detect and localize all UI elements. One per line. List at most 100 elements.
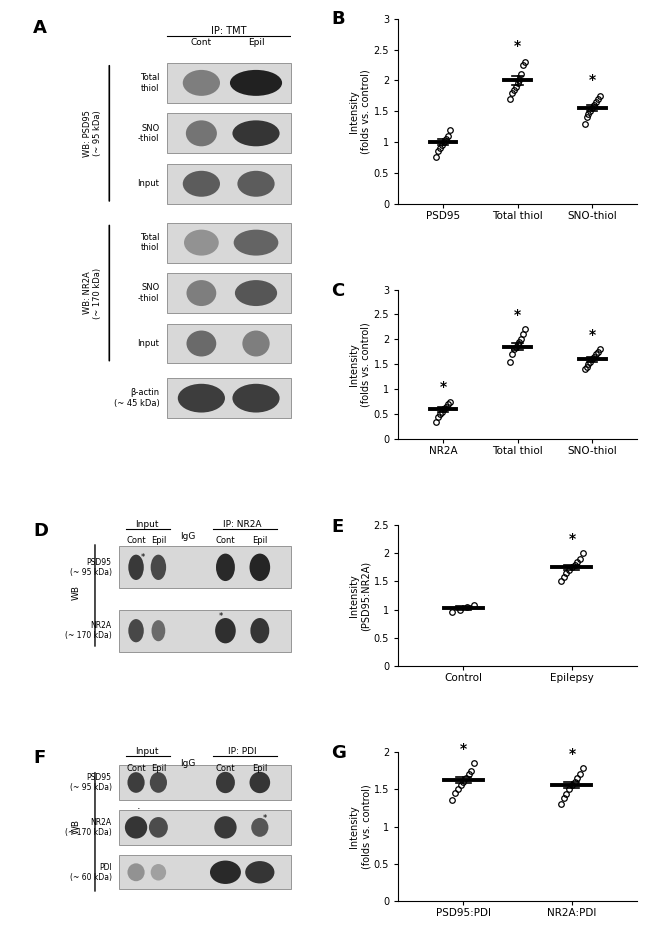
- Text: NR2A
(~ 170 kDa): NR2A (~ 170 kDa): [65, 818, 112, 837]
- Text: NR2A
(~ 170 kDa): NR2A (~ 170 kDa): [65, 621, 112, 640]
- Text: Input: Input: [135, 747, 159, 756]
- Text: E: E: [332, 518, 344, 536]
- Ellipse shape: [233, 120, 280, 146]
- Ellipse shape: [216, 772, 235, 793]
- Text: PSD95
(~ 95 kDa): PSD95 (~ 95 kDa): [70, 773, 112, 793]
- Text: *: *: [460, 742, 467, 756]
- Text: Epil: Epil: [252, 536, 268, 546]
- Ellipse shape: [151, 864, 166, 881]
- Text: *: *: [218, 611, 223, 621]
- Text: β-actin
(~ 45 kDa): β-actin (~ 45 kDa): [114, 389, 159, 408]
- Text: *: *: [514, 38, 521, 53]
- Text: Total
thiol: Total thiol: [140, 73, 159, 93]
- Text: Epil: Epil: [151, 536, 166, 546]
- Text: WB: PSD95
(~ 95 kDa): WB: PSD95 (~ 95 kDa): [83, 110, 102, 157]
- Bar: [119, 855, 291, 889]
- Y-axis label: Intensity
(folds vs. control): Intensity (folds vs. control): [349, 69, 371, 154]
- Bar: [166, 63, 291, 103]
- Y-axis label: Intensity
(folds vs. control): Intensity (folds vs. control): [350, 784, 371, 869]
- Ellipse shape: [245, 861, 274, 884]
- Ellipse shape: [186, 120, 217, 146]
- Ellipse shape: [242, 331, 270, 357]
- Text: .: .: [136, 801, 140, 811]
- Text: PSD95
(~ 95 kDa): PSD95 (~ 95 kDa): [70, 558, 112, 577]
- Text: *: *: [439, 380, 447, 394]
- Text: B: B: [332, 9, 345, 27]
- Text: G: G: [332, 745, 346, 762]
- Text: *: *: [263, 813, 266, 823]
- Text: IP: NR2A: IP: NR2A: [224, 520, 262, 530]
- Ellipse shape: [128, 555, 144, 580]
- Text: *: *: [141, 552, 146, 562]
- Text: IP: PDI: IP: PDI: [228, 747, 257, 756]
- Text: D: D: [33, 522, 48, 540]
- Y-axis label: Intensity
(folds vs. control): Intensity (folds vs. control): [349, 322, 371, 407]
- Text: Cont: Cont: [216, 763, 235, 773]
- Text: PDI
(~ 60 kDa): PDI (~ 60 kDa): [70, 863, 112, 882]
- Text: Cont: Cont: [126, 763, 146, 773]
- Text: IP: TMT: IP: TMT: [211, 25, 246, 36]
- Text: Cont: Cont: [216, 536, 235, 546]
- Ellipse shape: [250, 618, 269, 643]
- Ellipse shape: [151, 620, 165, 641]
- Bar: [166, 163, 291, 204]
- Ellipse shape: [214, 816, 237, 839]
- Text: SNO
-thiol: SNO -thiol: [138, 284, 159, 302]
- Ellipse shape: [127, 772, 145, 793]
- Bar: [119, 765, 291, 800]
- Text: *: *: [514, 308, 521, 322]
- Text: *: *: [568, 747, 575, 761]
- Text: WB: WB: [72, 819, 81, 834]
- Text: IgG: IgG: [180, 760, 195, 768]
- Ellipse shape: [150, 772, 167, 793]
- Text: *: *: [568, 532, 575, 546]
- Text: *: *: [589, 72, 596, 86]
- Text: IgG: IgG: [180, 532, 195, 541]
- Ellipse shape: [125, 816, 147, 839]
- Ellipse shape: [237, 171, 275, 197]
- Bar: [119, 546, 291, 589]
- Text: Input: Input: [138, 179, 159, 189]
- Bar: [166, 223, 291, 263]
- Ellipse shape: [149, 817, 168, 838]
- Bar: [119, 609, 291, 652]
- Ellipse shape: [250, 772, 270, 793]
- Text: Input: Input: [138, 339, 159, 348]
- Text: Epil: Epil: [248, 38, 265, 47]
- Ellipse shape: [250, 554, 270, 581]
- Ellipse shape: [184, 230, 219, 255]
- Ellipse shape: [233, 384, 280, 412]
- Ellipse shape: [151, 555, 166, 580]
- Y-axis label: Intensity
(PSD95:NR2A): Intensity (PSD95:NR2A): [349, 561, 371, 631]
- Bar: [166, 378, 291, 418]
- Text: C: C: [332, 282, 344, 300]
- Ellipse shape: [187, 331, 216, 357]
- Ellipse shape: [216, 554, 235, 581]
- Text: A: A: [33, 19, 47, 37]
- Text: *: *: [589, 328, 596, 342]
- Ellipse shape: [183, 69, 220, 96]
- Ellipse shape: [252, 818, 268, 837]
- Bar: [166, 273, 291, 313]
- Text: SNO
-thiol: SNO -thiol: [138, 124, 159, 143]
- Ellipse shape: [230, 69, 282, 96]
- Ellipse shape: [187, 280, 216, 306]
- Text: Cont: Cont: [191, 38, 212, 47]
- Text: Epil: Epil: [151, 763, 166, 773]
- Ellipse shape: [210, 860, 241, 884]
- Ellipse shape: [233, 230, 278, 255]
- Bar: [166, 324, 291, 363]
- Bar: [119, 810, 291, 844]
- Text: Total
thiol: Total thiol: [140, 233, 159, 253]
- Text: WB: WB: [72, 585, 81, 600]
- Ellipse shape: [235, 280, 277, 306]
- Text: WB: NR2A
(~ 170 kDa): WB: NR2A (~ 170 kDa): [83, 268, 102, 318]
- Ellipse shape: [127, 863, 145, 881]
- Text: Epil: Epil: [252, 763, 268, 773]
- Text: Cont: Cont: [126, 536, 146, 546]
- Ellipse shape: [128, 619, 144, 642]
- Ellipse shape: [178, 384, 225, 412]
- Ellipse shape: [183, 171, 220, 197]
- Text: F: F: [33, 748, 45, 767]
- Ellipse shape: [215, 618, 236, 643]
